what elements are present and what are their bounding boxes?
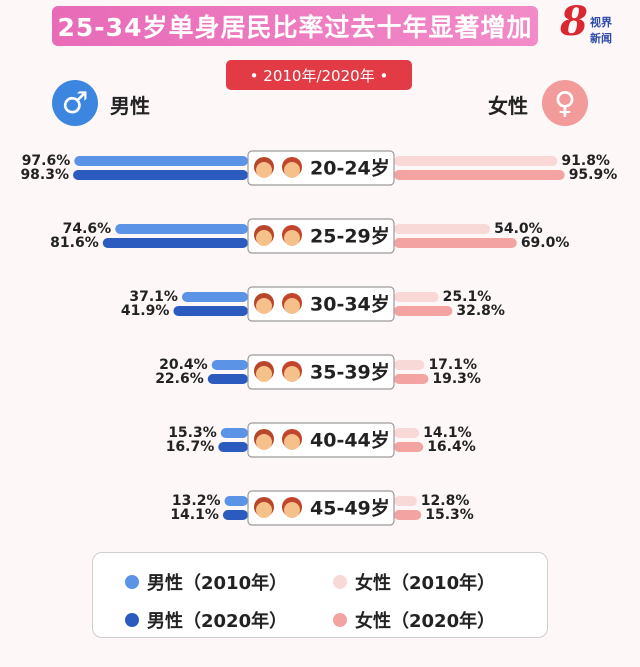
label-male-2020-row-2: 81.6%: [50, 235, 99, 251]
chart-subtitle: • 2010年/2020年 •: [226, 60, 412, 90]
label-male-2020-row-4: 22.6%: [155, 371, 204, 387]
label-male-2010-row-2: 74.6%: [63, 221, 112, 237]
legend-item-male-2010: 男性（2010年）: [125, 569, 287, 595]
female-face-icon-row-4: [282, 361, 302, 382]
label-female-2020-row-3: 32.8%: [456, 303, 505, 319]
label-male-2020-row-5: 16.7%: [166, 439, 215, 455]
male-symbol-icon: ♂: [52, 80, 98, 126]
category-pill-row-1: [247, 150, 395, 186]
label-male-2020-row-1: 98.3%: [20, 167, 69, 183]
male-label: 男性: [110, 94, 150, 118]
category-label-row-5: 40-44岁: [310, 429, 390, 452]
category-label-row-6: 45-49岁: [310, 497, 390, 520]
legend-label-male-2010: 男性（2010年）: [147, 573, 288, 594]
logo-line2: 新闻: [590, 32, 612, 45]
label-female-2010-row-2: 54.0%: [494, 221, 543, 237]
female-face-icon-row-5: [282, 429, 302, 450]
legend: 男性（2010年） 女性（2010年） 男性（2020年） 女性（2020年）: [92, 552, 548, 638]
label-male-2010-row-1: 97.6%: [22, 153, 71, 169]
legend-item-female-2010: 女性（2010年）: [333, 569, 495, 595]
bar-female-2020-row-3: [394, 306, 453, 316]
label-female-2010-row-3: 25.1%: [443, 289, 492, 305]
bar-male-2010-row-6: [224, 496, 248, 506]
bar-female-2020-row-5: [394, 442, 424, 452]
label-male-2010-row-5: 15.3%: [168, 425, 217, 441]
bar-male-2020-row-2: [102, 238, 248, 248]
label-female-2020-row-2: 69.0%: [521, 235, 570, 251]
category-pill-row-2: [247, 218, 395, 254]
label-female-2010-row-6: 12.8%: [421, 493, 470, 509]
category-pill-row-3: [247, 286, 395, 322]
female-face-icon-row-1: [282, 157, 302, 178]
label-female-2020-row-4: 19.3%: [432, 371, 481, 387]
male-face-icon-row-2: [254, 225, 274, 246]
label-female-2020-row-6: 15.3%: [425, 507, 474, 523]
bar-female-2010-row-5: [394, 428, 420, 438]
male-face-icon-row-6: [254, 497, 274, 518]
category-label-row-4: 35-39岁: [310, 361, 390, 384]
channel-8-logo: 8 视界 新闻: [560, 0, 620, 50]
bar-female-2010-row-2: [394, 224, 491, 234]
logo-line1: 视界: [590, 16, 612, 29]
label-female-2020-row-5: 16.4%: [427, 439, 476, 455]
female-face-icon-row-3: [282, 293, 302, 314]
bar-male-2010-row-4: [211, 360, 248, 370]
bar-male-2020-row-5: [218, 442, 248, 452]
label-female-2020-row-1: 95.9%: [569, 167, 618, 183]
legend-item-male-2020: 男性（2020年）: [125, 607, 287, 633]
label-male-2020-row-3: 41.9%: [121, 303, 170, 319]
bar-female-2020-row-4: [394, 374, 429, 384]
male-face-icon-row-4: [254, 361, 274, 382]
label-female-2010-row-4: 17.1%: [428, 357, 477, 373]
bar-male-2020-row-3: [173, 306, 248, 316]
female-symbol-icon: ♀: [542, 80, 588, 126]
legend-swatch-male-2020: [125, 613, 139, 627]
female-label: 女性: [488, 94, 528, 118]
logo-number: 8: [560, 0, 588, 45]
category-pill-row-5: [247, 422, 395, 458]
male-face-icon-row-5: [254, 429, 274, 450]
label-male-2020-row-6: 14.1%: [170, 507, 219, 523]
bar-female-2010-row-4: [394, 360, 425, 370]
bar-female-2010-row-6: [394, 496, 417, 506]
bar-female-2020-row-1: [394, 170, 565, 180]
bar-male-2010-row-3: [181, 292, 248, 302]
male-face-icon-row-3: [254, 293, 274, 314]
label-female-2010-row-5: 14.1%: [423, 425, 472, 441]
legend-label-female-2010: 女性（2010年）: [355, 573, 496, 594]
bar-male-2010-row-5: [220, 428, 248, 438]
bar-male-2010-row-2: [115, 224, 248, 234]
category-pill-row-6: [247, 490, 395, 526]
category-pill-row-4: [247, 354, 395, 390]
bar-male-2020-row-1: [73, 170, 248, 180]
legend-swatch-male-2010: [125, 575, 139, 589]
legend-label-male-2020: 男性（2020年）: [147, 611, 288, 632]
category-label-row-2: 25-29岁: [310, 225, 390, 248]
legend-label-female-2020: 女性（2020年）: [355, 611, 496, 632]
legend-swatch-female-2010: [333, 575, 347, 589]
category-label-row-1: 20-24岁: [310, 157, 390, 180]
bar-female-2010-row-1: [394, 156, 558, 166]
bar-male-2020-row-4: [207, 374, 248, 384]
label-male-2010-row-4: 20.4%: [159, 357, 208, 373]
category-label-row-3: 30-34岁: [310, 293, 390, 316]
female-face-icon-row-6: [282, 497, 302, 518]
bar-female-2020-row-2: [394, 238, 517, 248]
legend-swatch-female-2020: [333, 613, 347, 627]
label-male-2010-row-3: 37.1%: [129, 289, 178, 305]
legend-item-female-2020: 女性（2020年）: [333, 607, 495, 633]
label-female-2010-row-1: 91.8%: [561, 153, 610, 169]
bar-female-2020-row-6: [394, 510, 422, 520]
label-male-2010-row-6: 13.2%: [172, 493, 221, 509]
bar-male-2020-row-6: [222, 510, 248, 520]
chart-title: 25-34岁单身居民比率过去十年显著增加: [52, 6, 538, 46]
female-face-icon-row-2: [282, 225, 302, 246]
bar-male-2010-row-1: [74, 156, 248, 166]
male-face-icon-row-1: [254, 157, 274, 178]
bar-female-2010-row-3: [394, 292, 439, 302]
